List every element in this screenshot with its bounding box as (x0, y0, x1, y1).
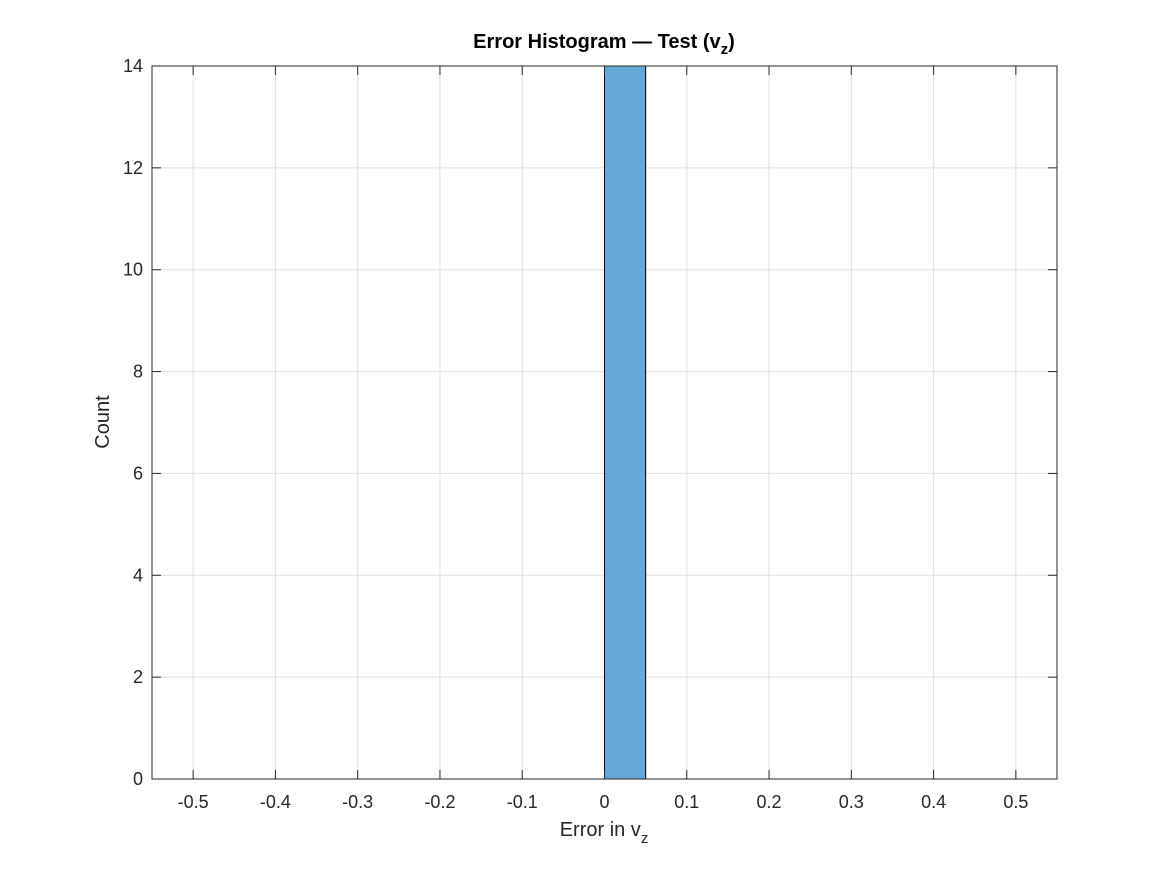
x-tick-label: -0.3 (342, 792, 373, 812)
y-axis-label: Count (92, 395, 114, 449)
chart-title-subscript: z (721, 41, 729, 58)
y-tick-labels: 0 2 4 6 8 10 12 14 (123, 56, 143, 789)
chart-title-main: Error Histogram — Test (v (473, 31, 721, 53)
y-tick-label: 6 (133, 463, 143, 483)
x-tick-labels: -0.5 -0.4 -0.3 -0.2 -0.1 0 0.1 0.2 0.3 0.4 0.5 (178, 792, 1029, 812)
x-tick-label: 0 (599, 792, 609, 812)
x-axis-label-subscript: z (641, 830, 649, 847)
x-axis-label-main: Error in v (560, 819, 641, 841)
axis-ticks (152, 65, 1057, 780)
x-tick-label: -0.5 (178, 792, 209, 812)
histogram-bars (604, 65, 647, 780)
x-tick-label: -0.1 (507, 792, 538, 812)
x-axis-label: Error in vz (560, 819, 649, 847)
y-tick-label: 10 (123, 260, 143, 280)
y-tick-label: 4 (133, 565, 143, 585)
x-tick-label: -0.2 (424, 792, 455, 812)
y-tick-label: 8 (133, 362, 143, 382)
chart-title: Error Histogram — Test (vz) (473, 31, 735, 58)
x-tick-label: 0.1 (674, 792, 699, 812)
y-tick-label: 2 (133, 667, 143, 687)
x-tick-label: 0.3 (839, 792, 864, 812)
x-tick-label: -0.4 (260, 792, 291, 812)
y-tick-label: 0 (133, 769, 143, 789)
x-tick-label: 0.5 (1003, 792, 1028, 812)
y-tick-label: 12 (123, 158, 143, 178)
y-tick-label: 14 (123, 56, 143, 76)
histogram-bar (604, 65, 647, 780)
x-tick-label: 0.4 (921, 792, 946, 812)
chart-title-end: ) (728, 31, 735, 53)
x-tick-label: 0.2 (757, 792, 782, 812)
